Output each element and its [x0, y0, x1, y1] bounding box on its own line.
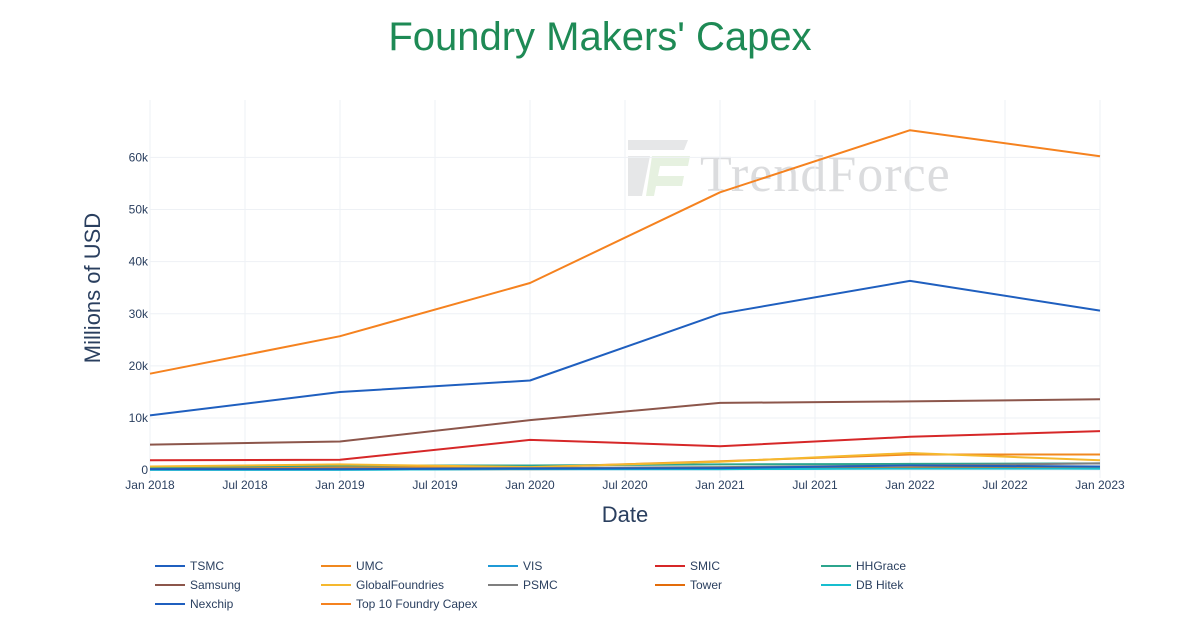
x-tick-label: Jul 2018	[222, 478, 268, 492]
legend-label: Samsung	[190, 578, 241, 592]
legend-label: HHGrace	[856, 559, 906, 573]
y-tick-label: 30k	[129, 307, 149, 321]
y-axis-title: Millions of USD	[80, 213, 105, 363]
series-line-smic	[149, 430, 1101, 462]
x-axis-title: Date	[602, 502, 648, 527]
legend-item-db-hitek[interactable]: DB Hitek	[821, 578, 904, 592]
x-tick-label: Jan 2022	[885, 478, 935, 492]
x-tick-label: Jan 2019	[315, 478, 365, 492]
legend: TSMC UMC VIS SMIC HHGrace Samsung GlobalFoundr…	[155, 559, 906, 611]
trendforce-logo-icon	[628, 140, 690, 196]
x-tick-label: Jan 2020	[505, 478, 555, 492]
legend-label: Nexchip	[190, 597, 234, 611]
legend-label: Top 10 Foundry Capex	[356, 597, 477, 611]
legend-label: GlobalFoundries	[356, 578, 444, 592]
watermark-text: TrendForce	[700, 146, 951, 203]
legend-label: PSMC	[523, 578, 558, 592]
series-line-tsmc	[149, 279, 1101, 417]
legend-label: Tower	[690, 578, 722, 592]
legend-item-umc[interactable]: UMC	[321, 559, 384, 573]
legend-label: SMIC	[690, 559, 720, 573]
legend-item-smic[interactable]: SMIC	[655, 559, 720, 573]
x-tick-label: Jul 2019	[412, 478, 458, 492]
series-line-globalfoundries	[149, 452, 1101, 469]
trendforce-watermark: TrendForce	[628, 140, 951, 203]
legend-label: TSMC	[190, 559, 224, 573]
y-axis: 0 10k 20k 30k 40k 50k 60k	[129, 150, 149, 477]
legend-item-nexchip[interactable]: Nexchip	[155, 597, 234, 611]
y-tick-label: 40k	[129, 255, 149, 269]
y-tick-label: 20k	[129, 359, 149, 373]
x-tick-label: Jan 2023	[1075, 478, 1125, 492]
legend-item-tower[interactable]: Tower	[655, 578, 722, 592]
x-axis: Jan 2018 Jul 2018 Jan 2019 Jul 2019 Jan 2020…	[125, 478, 1125, 492]
x-tick-label: Jul 2022	[982, 478, 1028, 492]
legend-label: DB Hitek	[856, 578, 904, 592]
series-line-top-10-foundry-capex	[149, 129, 1101, 375]
x-tick-label: Jan 2021	[695, 478, 745, 492]
legend-item-vis[interactable]: VIS	[488, 559, 542, 573]
x-tick-label: Jul 2020	[602, 478, 648, 492]
legend-item-globalfoundries[interactable]: GlobalFoundries	[321, 578, 444, 592]
y-tick-label: 0	[141, 463, 148, 477]
legend-item-tsmc[interactable]: TSMC	[155, 559, 224, 573]
y-tick-label: 50k	[129, 202, 149, 216]
legend-item-samsung[interactable]: Samsung	[155, 578, 241, 592]
legend-label: VIS	[523, 559, 542, 573]
legend-item-top-10-foundry-capex[interactable]: Top 10 Foundry Capex	[321, 597, 477, 611]
plot-lines	[149, 129, 1101, 471]
x-tick-label: Jul 2021	[792, 478, 838, 492]
legend-item-hhgrace[interactable]: HHGrace	[821, 559, 906, 573]
legend-item-psmc[interactable]: PSMC	[488, 578, 558, 592]
series-line-nexchip	[150, 464, 1101, 471]
chart-title: Foundry Makers' Capex	[388, 15, 811, 59]
y-tick-label: 10k	[129, 411, 149, 425]
x-tick-label: Jan 2018	[125, 478, 175, 492]
legend-label: UMC	[356, 559, 384, 573]
series-line-samsung	[149, 398, 1101, 446]
y-tick-label: 60k	[129, 150, 149, 164]
